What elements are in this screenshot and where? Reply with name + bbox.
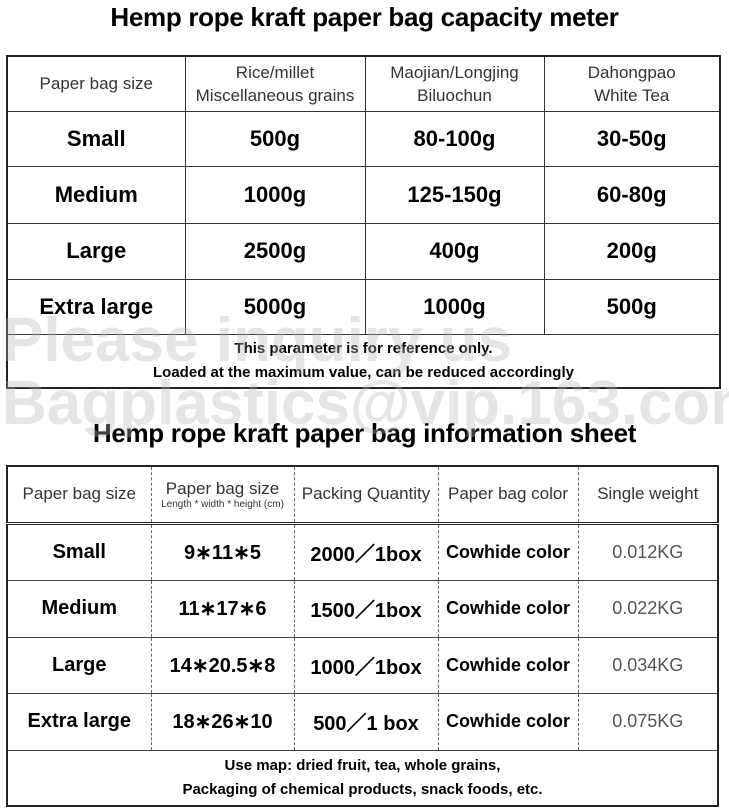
cell: 14∗20.5∗8 [150,636,295,693]
capacity-title: Hemp rope kraft paper bag capacity meter [110,2,619,32]
note-line: This parameter is for reference only. [234,339,493,357]
header-cell: Maojian/Longjing Biluochun [364,55,545,112]
cell: 60-80g [543,165,721,224]
cell: 0.012KG [577,522,719,580]
cell: 1000g [184,165,366,224]
table-footer-row: Use map: dried fruit, tea, whole grains,… [7,749,718,806]
table-header-row: Paper bag size Paper bag size Length * wi… [6,465,719,525]
cell: Small [6,522,152,580]
table-footer-row: This parameter is for reference only. Loa… [6,333,721,389]
header-cell: Dahongpao White Tea [543,55,721,112]
cell: 0.075KG [577,692,719,750]
cell: Medium [6,165,186,224]
header-cell: Paper bag size [6,465,152,525]
cell: 1000／1box [293,636,439,693]
header-cell: Paper bag size Length * width * height (c… [150,465,295,525]
header-cell: Paper bag size [6,55,186,112]
footer-note: This parameter is for reference only. Loa… [6,333,721,389]
cell: 400g [364,222,545,280]
info-title: Hemp rope kraft paper bag information sh… [92,418,637,448]
cell: 80-100g [364,110,545,167]
cell: 500／1 box [293,692,439,750]
table-header-row: Paper bag size Rice/millet Miscellaneous … [6,55,721,112]
cell: 0.034KG [577,636,719,693]
header-cell: Packing Quantity [293,465,439,525]
cell: 1500／1box [293,579,439,637]
header-line: Maojian/Longjing [390,62,519,82]
table-row: Medium 11∗17∗6 1500／1box Cowhide color 0.022… [6,579,719,637]
table-row: Extra large 18∗26∗10 500／1 box Cowhide colo… [6,692,719,750]
cell: Cowhide color [437,522,579,580]
header-cell: Rice/millet Miscellaneous grains [184,55,366,112]
cell: 2000／1box [293,522,439,580]
header-cell: Paper bag color [437,465,579,525]
cell: Large [6,636,152,693]
cell: 125-150g [364,165,545,224]
table-row: Large 14∗20.5∗8 1000／1box Cowhide color 0.03… [6,636,719,693]
cell: Large [6,222,186,280]
cell: 500g [543,278,721,335]
cell: 0.022KG [577,579,719,637]
note-line: Use map: dried fruit, tea, whole grains, [224,756,501,774]
table-row: Small 9∗11∗5 2000／1box Cowhide color 0.012KG [6,522,719,580]
info-table: Paper bag size Paper bag size Length * wi… [6,465,719,807]
note-line: Loaded at the maximum value, can be redu… [153,363,574,381]
cell: Medium [6,579,152,637]
capacity-table: Paper bag size Rice/millet Miscellaneous … [6,55,721,389]
cell: Small [6,110,186,167]
cell: Cowhide color [437,579,579,637]
header-line: Biluochun [417,85,492,105]
footer-note: Use map: dried fruit, tea, whole grains,… [7,749,718,806]
header-line: Dahongpao [587,62,676,82]
cell: 11∗17∗6 [150,579,295,637]
note-line: Packaging of chemical products, snack fo… [182,780,543,798]
cell: 9∗11∗5 [150,522,295,580]
cell: 30-50g [543,110,721,167]
header-line: Paper bag size [165,478,280,498]
table-row: Large 2500g 400g 200g [6,222,721,280]
cell: Extra large [6,278,186,335]
header-cell: Single weight [577,465,719,525]
cell: Cowhide color [437,636,579,693]
cell: Extra large [6,692,152,750]
cell: Cowhide color [437,692,579,750]
cell: 500g [184,110,366,167]
cell: 18∗26∗10 [150,692,295,750]
header-subtitle: Length * width * height (cm) [161,498,284,510]
table-row: Extra large 5000g 1000g 500g [6,278,721,335]
cell: 1000g [364,278,545,335]
cell: 5000g [184,278,366,335]
header-line: Rice/millet [235,62,315,82]
cell: 200g [543,222,721,280]
cell: 2500g [184,222,366,280]
header-line: Miscellaneous grains [195,85,355,105]
table-row: Medium 1000g 125-150g 60-80g [6,165,721,224]
header-line: White Tea [594,85,670,105]
table-row: Small 500g 80-100g 30-50g [6,110,721,167]
